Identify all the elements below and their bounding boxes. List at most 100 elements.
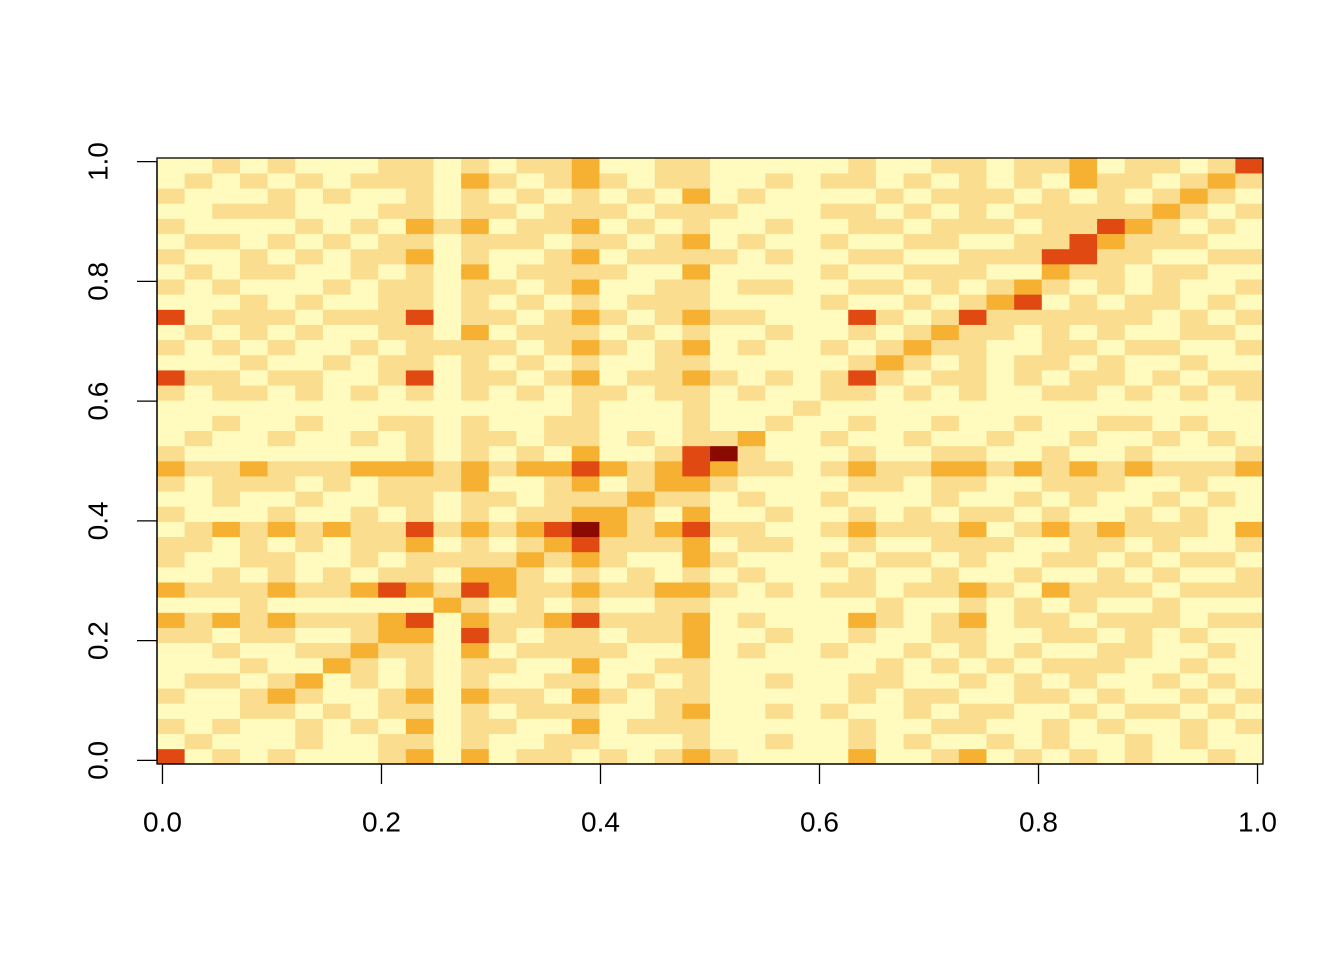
heat-cell [1124, 188, 1153, 204]
heat-cell [1124, 612, 1153, 628]
heat-cell [239, 642, 268, 659]
heat-cell [1097, 627, 1126, 644]
heat-cell [544, 491, 573, 507]
heat-cell [571, 279, 600, 295]
heat-cell [516, 248, 545, 265]
heat-cell [1152, 521, 1181, 538]
heat-cell [1014, 188, 1043, 204]
heat-cell [682, 703, 711, 719]
heat-cell [378, 733, 407, 750]
heat-cell [848, 264, 877, 280]
heat-cell [1235, 218, 1264, 235]
heat-cell [765, 476, 794, 492]
heat-cell [599, 612, 628, 628]
heat-cell [848, 748, 877, 765]
heat-cell [157, 703, 185, 719]
heat-cell [350, 733, 379, 750]
heat-cell [516, 521, 545, 538]
heat-cell [433, 385, 462, 401]
heat-cell [958, 612, 987, 628]
heat-cell [267, 491, 296, 507]
heat-cell [1041, 476, 1070, 492]
heat-cell [1235, 476, 1264, 492]
heat-cell [267, 248, 296, 265]
heat-cell [986, 461, 1015, 477]
heat-cell [1152, 627, 1181, 644]
heat-cell [1097, 673, 1126, 689]
heat-cell [1152, 733, 1181, 750]
heat-cell [212, 612, 241, 628]
heat-cell [350, 203, 379, 219]
heat-cell [239, 173, 268, 189]
heat-cell [848, 158, 877, 174]
heat-cell [544, 627, 573, 644]
heat-cell [1180, 430, 1208, 447]
heat-cell [875, 642, 904, 659]
heat-cell [184, 445, 213, 462]
heat-cell [599, 264, 628, 280]
heat-cell [571, 597, 600, 613]
heat-cell [433, 567, 462, 583]
heat-cell [875, 627, 904, 644]
heat-cell [295, 612, 324, 628]
heat-cell [322, 294, 351, 310]
heat-cell [654, 218, 683, 235]
heat-cell [765, 430, 794, 447]
heat-cell [239, 718, 268, 734]
heat-cell [516, 506, 545, 522]
heat-cell [1152, 657, 1181, 674]
heat-cell [903, 673, 932, 689]
heat-cell [1041, 703, 1070, 719]
heat-cell [765, 385, 794, 401]
heat-cell [1180, 158, 1208, 174]
heat-cell [295, 627, 324, 644]
heat-cell [212, 536, 241, 553]
heat-cell [212, 461, 241, 477]
heat-cell [378, 642, 407, 659]
heat-cell [461, 173, 490, 189]
heat-cell [405, 445, 434, 462]
heat-cell [461, 203, 490, 219]
heat-cell [682, 203, 711, 219]
y-tick-label: 0.4 [82, 501, 113, 540]
heat-cell [710, 506, 738, 522]
heat-cell [267, 324, 296, 341]
heat-cell [378, 294, 407, 310]
heat-cell [875, 718, 904, 734]
heat-cell [295, 551, 324, 568]
heat-cell [378, 264, 407, 280]
heat-cell [322, 567, 351, 583]
heat-cell [516, 642, 545, 659]
heat-cell [737, 657, 766, 674]
heat-cell [820, 339, 849, 356]
heat-cell [239, 430, 268, 447]
heat-cell [903, 294, 932, 310]
heat-cell [1152, 233, 1181, 250]
heat-cell [1041, 309, 1070, 325]
heat-cell [820, 173, 849, 189]
heat-cell [212, 506, 241, 522]
heat-cell [184, 657, 213, 674]
heat-cell [571, 385, 600, 401]
heat-cell [903, 657, 932, 674]
heat-cell [516, 461, 545, 477]
heat-cell [461, 582, 490, 598]
heat-cell [792, 339, 821, 356]
heat-cell [1152, 309, 1181, 325]
heat-cell [461, 748, 490, 765]
heat-cell [461, 264, 490, 280]
heat-cell [157, 567, 185, 583]
heat-cell [516, 673, 545, 689]
heat-cell [433, 218, 462, 235]
heat-cell [322, 264, 351, 280]
heat-cell [433, 521, 462, 538]
heat-cell [571, 173, 600, 189]
heat-cell [157, 264, 185, 280]
heat-cell [184, 188, 213, 204]
heat-cell [212, 597, 241, 613]
heat-cell [488, 158, 517, 174]
heat-cell [875, 688, 904, 704]
heat-cell [433, 673, 462, 689]
heat-cell [986, 400, 1015, 416]
heat-cell [1207, 203, 1236, 219]
